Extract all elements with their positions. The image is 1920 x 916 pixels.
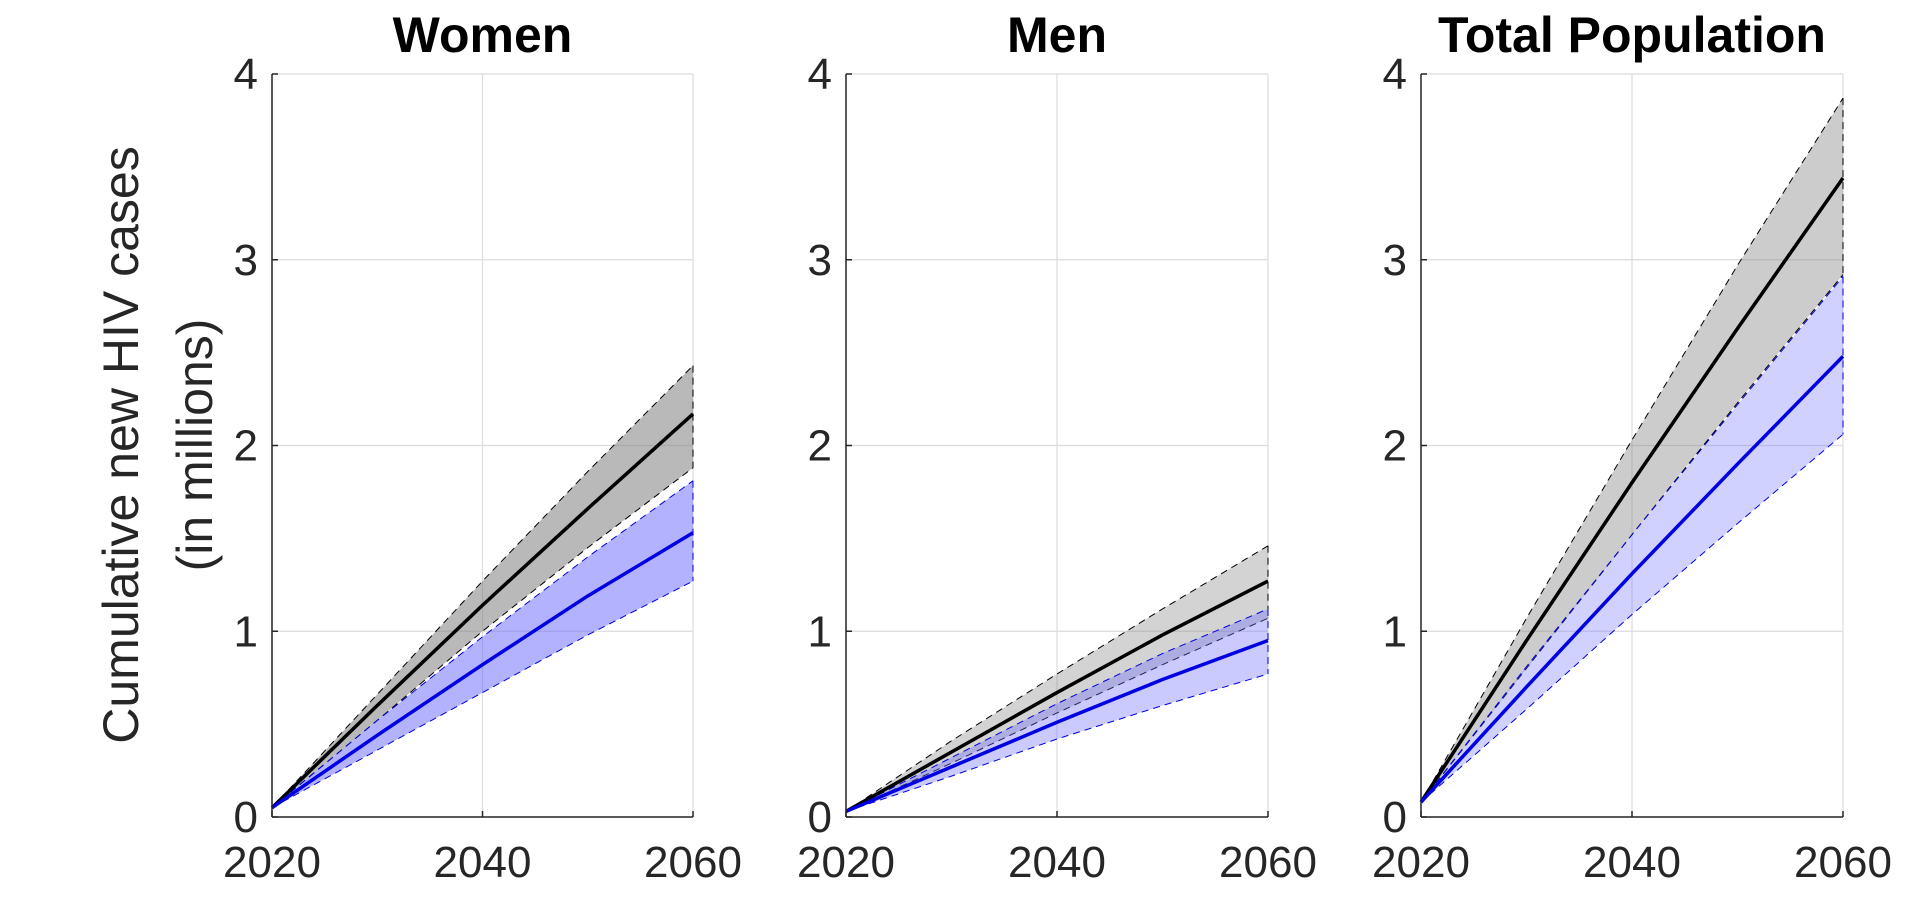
panel-1-y-tick-label-3: 3: [234, 236, 258, 285]
panel-1-y-tick-label-0: 0: [234, 793, 258, 842]
panel-1-band-black: [272, 365, 693, 808]
panel-2-title: Men: [1007, 7, 1107, 63]
panel-1-series-line-blue: [271, 531, 694, 810]
panel-1-y-tick-label-4: 4: [234, 50, 258, 99]
panel-3-y-tick-label-1: 1: [1383, 607, 1407, 656]
panel-1-lower-bound-blue: [271, 580, 694, 809]
panel-3-upper-bound-blue: [1420, 276, 1844, 803]
panel-1-band-blue: [272, 480, 693, 808]
panel-3-band-black: [1421, 98, 1843, 803]
panel-2-x-tick-label-2020: 2020: [797, 838, 895, 887]
panel-1-title: Women: [393, 7, 573, 63]
panel-3-x-tick-label-2020: 2020: [1372, 838, 1470, 887]
panel-3-title: Total Population: [1438, 7, 1826, 63]
panel-2-band-black: [846, 545, 1268, 812]
panel-2-y-tick-label-3: 3: [808, 236, 832, 285]
panel-3-x-tick-label-2040: 2040: [1583, 838, 1681, 887]
panel-3-lower-bound-blue: [1420, 433, 1844, 803]
panel-2-y-tick-label-4: 4: [808, 50, 832, 99]
panel-3-upper-bound-black: [1420, 97, 1844, 803]
panel-3-series-line-blue: [1419, 355, 1845, 804]
panel-1-x-tick-label-2040: 2040: [434, 838, 532, 887]
y-axis-label-line-1: Cumulative new HIV cases: [93, 146, 149, 743]
panel-2-upper-bound-black: [845, 545, 1269, 812]
panel-1-series-line-black: [270, 412, 695, 809]
panel-3-x-tick-label-2060: 2060: [1794, 838, 1892, 887]
panel-2-series-line-blue: [845, 638, 1269, 814]
y-axis-label-line-2: (in millions): [167, 319, 223, 572]
panel-2-upper-bound-blue: [845, 608, 1269, 812]
panel-3-band-blue: [1421, 276, 1843, 803]
panel-3-y-tick-label-4: 4: [1383, 50, 1407, 99]
panel-3-y-tick-label-3: 3: [1383, 236, 1407, 285]
panel-1-y-tick-label-1: 1: [234, 607, 258, 656]
panel-2-x-tick-label-2060: 2060: [1219, 838, 1317, 887]
panel-2-y-tick-label-1: 1: [808, 607, 832, 656]
panel-1-x-tick-label-2060: 2060: [644, 838, 742, 887]
panel-3-y-tick-label-0: 0: [1383, 793, 1407, 842]
panel-1-upper-bound-blue: [271, 480, 694, 809]
panel-2-x-tick-label-2040: 2040: [1008, 838, 1106, 887]
panel-2-y-tick-label-2: 2: [808, 422, 832, 471]
panel-1-x-tick-label-2020: 2020: [223, 838, 321, 887]
panel-2-y-tick-label-0: 0: [808, 793, 832, 842]
panel-2-series-line-black: [845, 579, 1269, 813]
panel-3-series-line-black: [1419, 177, 1845, 804]
panel-2-lower-bound-black: [845, 617, 1269, 812]
panel-2-lower-bound-blue: [845, 673, 1269, 812]
panel-3-y-tick-label-2: 2: [1383, 422, 1407, 471]
panel-2-band-blue: [846, 608, 1268, 812]
panel-1-y-tick-label-2: 2: [234, 422, 258, 471]
